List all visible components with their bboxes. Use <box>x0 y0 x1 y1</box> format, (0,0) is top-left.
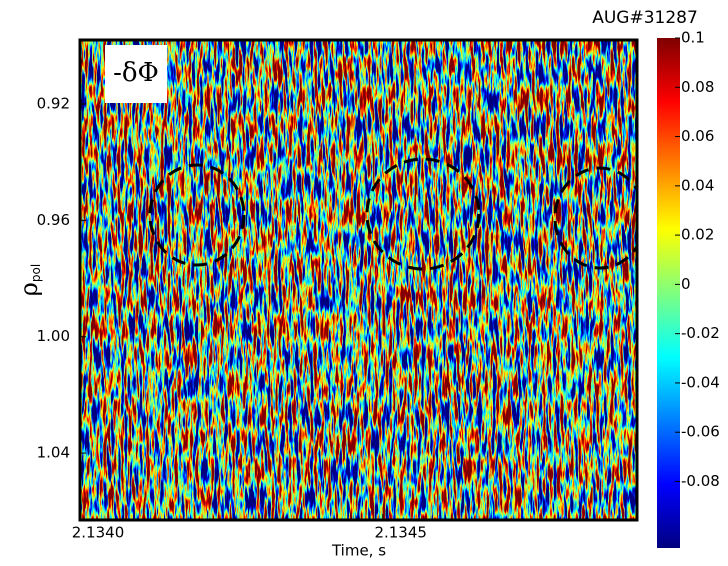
colorbar-tick-label: 0.08 <box>681 78 714 96</box>
dashed-circle <box>365 157 481 271</box>
y-axis-label: ρpol <box>15 264 43 296</box>
x-tick-label: 2.1340 <box>72 524 125 542</box>
colorbar-tick-label: 0.02 <box>681 226 714 244</box>
colorbar-tick-label: -0.06 <box>681 423 720 441</box>
heatmap-field <box>80 40 637 520</box>
colorbar-tick-label: -0.08 <box>681 472 720 490</box>
highlight-circles <box>148 157 637 271</box>
dashed-circle <box>148 163 246 267</box>
y-tick-label: 1.04 <box>37 444 70 462</box>
colorbar-tick-label: 0.06 <box>681 127 714 145</box>
y-axis-label-sub: pol <box>29 264 43 282</box>
chart-title: AUG#31287 <box>592 8 698 28</box>
dashed-circle <box>553 166 637 270</box>
colorbar-tick-label: 0.04 <box>681 176 714 194</box>
colorbar-tick-label: -0.02 <box>681 324 720 342</box>
y-tick-label: 1.00 <box>37 327 70 345</box>
x-tick-label: 2.1345 <box>374 524 427 542</box>
annotation: -δΦ <box>113 58 159 88</box>
colorbar-tick-label: -0.04 <box>681 373 720 391</box>
annotation-box <box>105 45 167 103</box>
colorbar <box>657 38 680 548</box>
plot-frame <box>78 38 639 522</box>
colorbar-tick-label: 0 <box>681 275 691 293</box>
y-axis-label-main: ρ <box>15 282 43 296</box>
y-tick-label: 0.96 <box>37 211 70 229</box>
y-tick-label: 0.92 <box>37 95 70 113</box>
colorbar-tick-label: 0.1 <box>681 29 705 47</box>
x-axis-label: Time, s <box>331 542 386 560</box>
